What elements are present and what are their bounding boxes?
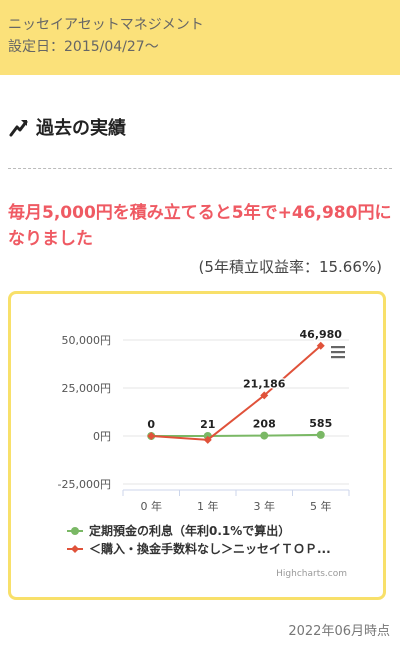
data-point (316, 341, 325, 350)
fund-header: ニッセイアセットマネジメント 設定日：2015/04/27〜 (0, 0, 400, 75)
as-of-date: 2022年06月時点 (288, 624, 390, 639)
series-line (151, 433, 321, 437)
data-label: 21 (200, 418, 215, 431)
performance-headline: 毎月5,000円を積み立てると5年で+46,980円になりました (8, 203, 392, 249)
data-label: 208 (253, 418, 276, 431)
x-tick-label: 0 年 (141, 499, 163, 513)
performance-chart: 50,000円 25,000円 0円 -25,000円 0 年 1 年 3 年 5 年 0 21 2… (8, 291, 386, 600)
chart-credit: Highcharts.com (276, 569, 347, 579)
hamburger-menu-icon (331, 356, 345, 359)
inception-date: 設定日：2015/04/27〜 (8, 39, 159, 55)
company-name: ニッセイアセットマネジメント (8, 17, 204, 33)
legend-symbol (71, 545, 79, 553)
section-title: 過去の実績 (8, 114, 126, 140)
x-tick-label: 5 年 (310, 499, 332, 513)
return-rate: (5年積立収益率：15.66%) (198, 258, 382, 276)
data-point (260, 431, 269, 440)
data-point (260, 391, 269, 400)
data-point (147, 432, 156, 440)
series-line (151, 345, 322, 441)
y-tick-label: -25,000円 (58, 478, 111, 491)
data-label: 46,980 (300, 328, 343, 341)
chart-svg: 50,000円 25,000円 0円 -25,000円 0 年 1 年 3 年 5 年 0 21 2… (58, 327, 350, 579)
hamburger-menu-icon (331, 346, 345, 349)
data-label: 21,186 (243, 377, 286, 390)
data-point (316, 430, 325, 439)
data-label: 585 (309, 417, 332, 430)
legend-item: 定期預金の利息（年利0.1%で算出） (89, 523, 290, 538)
y-tick-label: 0円 (93, 430, 111, 443)
section-divider (8, 168, 392, 169)
legend-item: ＜購入・換金手数料なし＞ニッセイＴＯＰ... (89, 541, 331, 556)
legend-symbol (71, 527, 79, 535)
data-label: 0 (147, 418, 155, 431)
y-tick-label: 50,000円 (62, 334, 112, 347)
trend-arrow-icon (8, 116, 30, 138)
section-title-text: 過去の実績 (36, 118, 126, 139)
data-point (203, 435, 212, 444)
x-tick-label: 3 年 (254, 499, 276, 513)
x-tick-label: 1 年 (197, 499, 219, 513)
hamburger-menu-icon (331, 351, 345, 354)
y-tick-label: 25,000円 (62, 382, 112, 395)
